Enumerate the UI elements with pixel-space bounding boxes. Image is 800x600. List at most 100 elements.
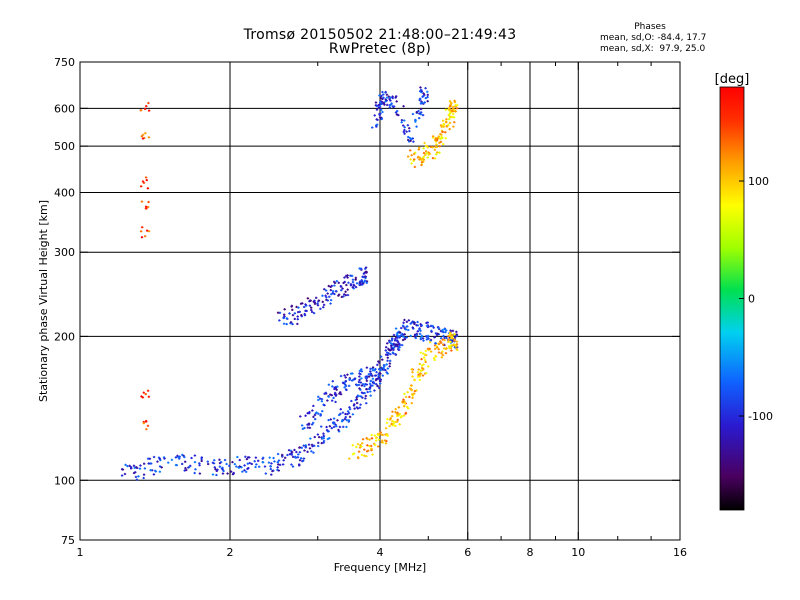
data-point-cross — [385, 442, 387, 445]
data-point-cross — [427, 100, 429, 103]
data-point-cross — [396, 336, 399, 339]
data-point-cross — [441, 330, 443, 333]
data-point-cross — [414, 120, 416, 123]
data-point-cross — [291, 308, 293, 311]
data-point-cross — [265, 472, 267, 475]
data-point-cross — [346, 276, 349, 279]
data-point-cross — [147, 457, 149, 460]
data-point-cross — [348, 412, 350, 415]
data-point-cross — [420, 107, 422, 111]
data-point-cross — [435, 136, 437, 140]
data-point-cross — [418, 327, 421, 330]
data-point-cross — [422, 114, 424, 117]
data-point-cross — [328, 383, 330, 386]
data-point-cross — [341, 295, 343, 298]
data-point-cross — [347, 293, 349, 297]
data-point-cross — [372, 369, 374, 372]
data-point-cross — [155, 470, 157, 473]
data-point-cross — [357, 443, 359, 446]
data-point-cross — [234, 463, 236, 466]
data-point-cross — [441, 125, 443, 128]
data-point-cross — [332, 292, 334, 295]
data-point-cross — [379, 116, 381, 119]
data-point-cross — [214, 468, 216, 471]
data-point-cross — [445, 329, 447, 332]
data-point-cross — [398, 414, 400, 417]
data-point-cross — [305, 446, 307, 449]
data-point-cross — [392, 351, 394, 354]
data-point-cross — [423, 158, 425, 161]
data-point-cross — [377, 377, 379, 380]
data-point-cross — [377, 360, 379, 363]
data-point-cross — [440, 140, 442, 143]
data-point-cross — [323, 392, 326, 395]
data-point-cross — [401, 121, 403, 124]
data-point-cross — [283, 313, 285, 316]
chart-subtitle: RwPretec (8p) — [328, 41, 432, 57]
data-point-cross — [328, 395, 330, 398]
data-point-cross — [411, 396, 414, 399]
data-point-cross — [400, 326, 402, 330]
data-point-cross — [317, 412, 319, 415]
data-point-cross — [286, 317, 288, 320]
data-point-cross — [428, 153, 430, 156]
data-point-cross — [327, 292, 329, 295]
data-point-cross — [314, 301, 316, 304]
data-point-cross — [375, 371, 378, 374]
data-point-cross — [370, 379, 372, 383]
data-point-cross — [423, 155, 425, 158]
data-point-cross — [269, 456, 271, 459]
data-point-cross — [359, 446, 361, 449]
data-point-cross — [381, 358, 383, 361]
data-point-cross — [450, 337, 452, 340]
data-point-cross — [332, 290, 334, 293]
data-point-cross — [398, 335, 400, 338]
data-point-cross — [435, 140, 437, 143]
data-point-cross — [353, 403, 355, 406]
data-point-cross — [311, 409, 313, 412]
data-point-cross — [239, 458, 241, 462]
data-point-cross — [331, 394, 333, 397]
data-point-cross — [449, 108, 451, 111]
data-point-cross — [320, 413, 322, 416]
data-point-cross — [122, 468, 124, 471]
data-point-cross — [359, 406, 361, 409]
data-point-cross — [284, 456, 286, 459]
data-point-cross — [456, 104, 458, 107]
data-point-cross — [415, 324, 418, 327]
data-point-cross — [420, 336, 422, 339]
data-point-cross — [422, 339, 424, 342]
data-point-cross — [330, 293, 332, 296]
data-point-cross — [360, 445, 362, 448]
data-point-cross — [435, 332, 437, 335]
data-point-cross — [426, 324, 428, 327]
data-point-cross — [386, 418, 388, 421]
data-point-cross — [281, 453, 283, 456]
data-points — [120, 86, 459, 481]
data-point-cross — [451, 335, 453, 338]
data-point-cross — [329, 425, 331, 428]
data-point-cross — [243, 464, 246, 467]
data-point-cross — [411, 389, 413, 392]
data-point-cross — [379, 113, 381, 116]
data-point-cross — [311, 443, 313, 446]
data-point-cross — [255, 463, 257, 466]
data-point-cross — [304, 314, 306, 317]
data-point-cross — [402, 338, 404, 342]
data-point-cross — [352, 444, 354, 447]
data-point-cross — [221, 468, 224, 471]
data-point-cross — [387, 356, 389, 359]
data-point-cross — [188, 465, 190, 468]
data-point-cross — [212, 461, 214, 464]
data-point-cross — [397, 114, 399, 117]
data-point-cross — [336, 388, 338, 391]
data-point-cross — [425, 360, 427, 363]
data-point-cross — [363, 448, 365, 451]
data-point-cross — [335, 393, 337, 396]
data-point-cross — [185, 468, 187, 472]
data-point-cross — [411, 321, 413, 324]
data-point-cross — [386, 351, 388, 354]
data-point-cross — [403, 405, 405, 408]
data-point-cross — [314, 435, 316, 439]
data-point-cross — [385, 349, 387, 352]
